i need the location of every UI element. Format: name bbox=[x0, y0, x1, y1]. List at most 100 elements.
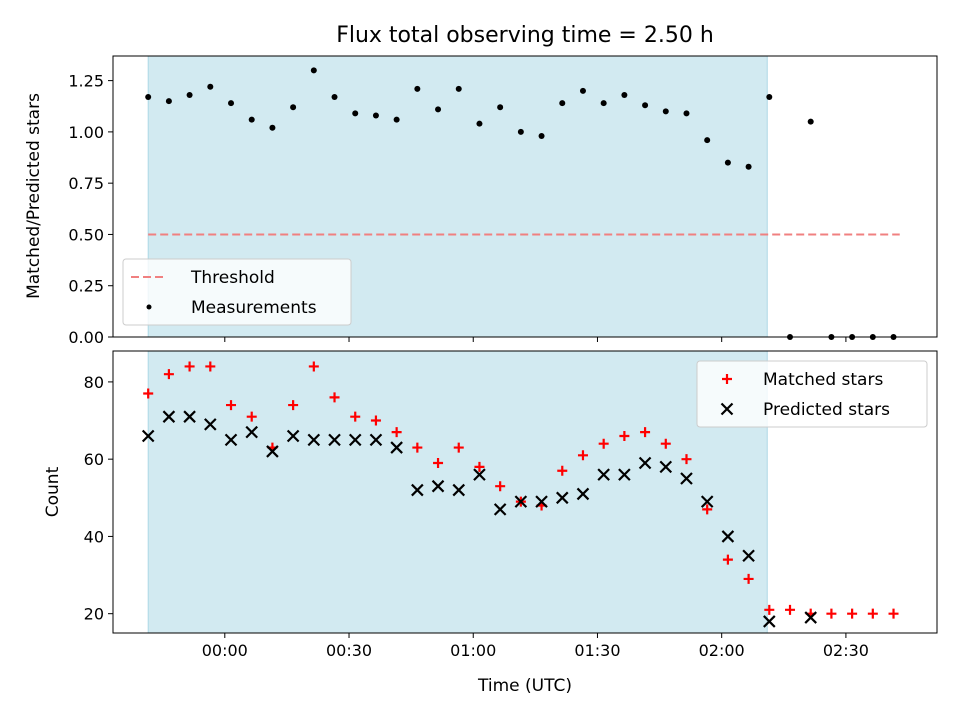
bottom-predicted-point bbox=[473, 468, 486, 481]
bottom-predicted-point bbox=[659, 460, 673, 474]
top-measurement-point bbox=[600, 100, 607, 107]
top-y-axis-label: Matched/Predicted stars bbox=[24, 93, 44, 299]
top-measurement-point bbox=[517, 128, 524, 135]
bottom-predicted-point bbox=[742, 549, 755, 563]
bottom-legend-predicted-swatch bbox=[720, 402, 734, 416]
top-measurement-point bbox=[414, 85, 421, 92]
top-axes-frame bbox=[112, 55, 938, 338]
bottom-y-tick-label: 60 bbox=[84, 450, 104, 469]
bottom-legend-box bbox=[696, 360, 928, 428]
top-measurement-point bbox=[310, 67, 317, 74]
bottom-matched-point bbox=[329, 392, 340, 403]
top-y-tick-label: 0.00 bbox=[68, 328, 104, 347]
top-y-tick-label: 0.25 bbox=[68, 277, 104, 296]
bottom-predicted-point bbox=[493, 503, 507, 516]
bottom-predicted-point bbox=[431, 479, 445, 493]
top-legend-threshold-label: Threshold bbox=[190, 268, 275, 288]
top-measurement-point bbox=[559, 100, 566, 107]
bottom-predicted-point bbox=[804, 611, 817, 624]
top-measurement-point bbox=[455, 85, 462, 92]
top-measurement-point bbox=[704, 137, 711, 144]
bottom-predicted-point bbox=[162, 410, 176, 423]
bottom-predicted-point bbox=[183, 410, 196, 423]
bottom-matched-point bbox=[412, 442, 423, 453]
top-measurement-point bbox=[372, 112, 379, 119]
bottom-matched-point bbox=[681, 454, 692, 465]
top-measurement-point bbox=[476, 120, 483, 127]
bottom-predicted-point bbox=[348, 433, 362, 447]
bottom-matched-point bbox=[660, 438, 671, 449]
top-panel: 0.00 0.25 0.50 0.75 1.00 1.25 Threshold Measure… bbox=[68, 55, 938, 347]
bottom-matched-point bbox=[847, 608, 858, 619]
bottom-x-tick-label: 00:00 bbox=[202, 641, 248, 660]
top-measurement-point bbox=[621, 91, 628, 98]
bottom-matched-point bbox=[453, 442, 464, 453]
top-measurement-point bbox=[724, 159, 731, 166]
bottom-matched-point bbox=[350, 411, 361, 422]
top-measurement-point bbox=[228, 100, 235, 107]
bottom-predicted-point bbox=[514, 495, 528, 508]
bottom-matched-point bbox=[598, 438, 609, 449]
bottom-predicted-point bbox=[700, 495, 714, 508]
bottom-matched-point bbox=[888, 608, 899, 619]
top-measurement-point bbox=[393, 116, 400, 123]
bottom-matched-point bbox=[764, 604, 775, 615]
bottom-matched-point bbox=[143, 388, 154, 399]
top-measurement-point bbox=[683, 110, 690, 117]
bottom-axes-frame bbox=[112, 350, 938, 634]
bottom-matched-point bbox=[785, 604, 796, 615]
bottom-panel: 20 40 60 80 00:00 00:30 01:00 01:30 02:00 02:30 Ma… bbox=[84, 350, 938, 660]
top-measurement-point bbox=[579, 87, 586, 94]
top-measurement-point bbox=[497, 104, 504, 111]
bottom-matched-point bbox=[640, 427, 651, 438]
bottom-predicted-point bbox=[224, 433, 238, 447]
top-legend-box bbox=[122, 258, 352, 326]
top-measurement-point bbox=[745, 163, 752, 170]
top-measurement-point bbox=[435, 106, 442, 113]
bottom-predicted-point bbox=[286, 429, 300, 443]
x-axis-label: Time (UTC) bbox=[477, 676, 572, 696]
top-measurement-point bbox=[807, 118, 814, 125]
bottom-predicted-point bbox=[328, 433, 341, 447]
bottom-predicted-point bbox=[204, 418, 217, 431]
top-measurement-point bbox=[269, 124, 276, 131]
top-y-tick-label: 0.50 bbox=[68, 225, 104, 244]
bottom-matched-point bbox=[619, 430, 630, 441]
top-y-tick-label: 0.75 bbox=[68, 174, 104, 193]
bottom-predicted-point bbox=[369, 433, 383, 447]
bottom-matched-point bbox=[288, 400, 299, 411]
bottom-predicted-point bbox=[452, 483, 466, 497]
bottom-predicted-point bbox=[680, 472, 693, 485]
bottom-predicted-point bbox=[535, 495, 548, 508]
bottom-x-tick-label: 01:00 bbox=[450, 641, 496, 660]
bottom-matched-point bbox=[433, 458, 444, 469]
top-measurement-point bbox=[352, 110, 359, 117]
bottom-x-tick-label: 02:00 bbox=[699, 641, 745, 660]
bottom-legend-matched-swatch bbox=[722, 374, 732, 384]
bottom-predicted-point bbox=[555, 491, 569, 505]
bottom-matched-point bbox=[577, 450, 588, 461]
top-legend-measurement-swatch bbox=[146, 304, 152, 310]
bottom-y-tick-label: 40 bbox=[84, 527, 104, 546]
bottom-matched-point bbox=[226, 400, 237, 411]
bottom-x-tick-label: 02:30 bbox=[823, 641, 869, 660]
bottom-predicted-point bbox=[763, 615, 776, 628]
bottom-matched-point bbox=[722, 554, 733, 565]
top-measurement-point bbox=[186, 91, 193, 98]
top-measurement-point bbox=[290, 104, 297, 111]
bottom-legend: Matched stars Predicted stars bbox=[696, 360, 928, 428]
bottom-x-tick-label: 00:30 bbox=[326, 641, 372, 660]
bottom-predicted-point bbox=[576, 487, 590, 501]
bottom-y-tick-label: 20 bbox=[84, 605, 104, 624]
bottom-matched-point bbox=[391, 427, 402, 438]
bottom-matched-point bbox=[308, 361, 319, 372]
bottom-predicted-point bbox=[638, 456, 652, 470]
top-measurement-point bbox=[145, 94, 152, 101]
bottom-predicted-point bbox=[141, 429, 155, 443]
top-measurement-point bbox=[538, 132, 545, 139]
top-measurement-point bbox=[642, 102, 649, 109]
top-y-tick-label: 1.00 bbox=[68, 123, 104, 142]
bottom-y-axis-label: Count bbox=[43, 466, 63, 517]
bottom-matched-point bbox=[557, 465, 568, 476]
